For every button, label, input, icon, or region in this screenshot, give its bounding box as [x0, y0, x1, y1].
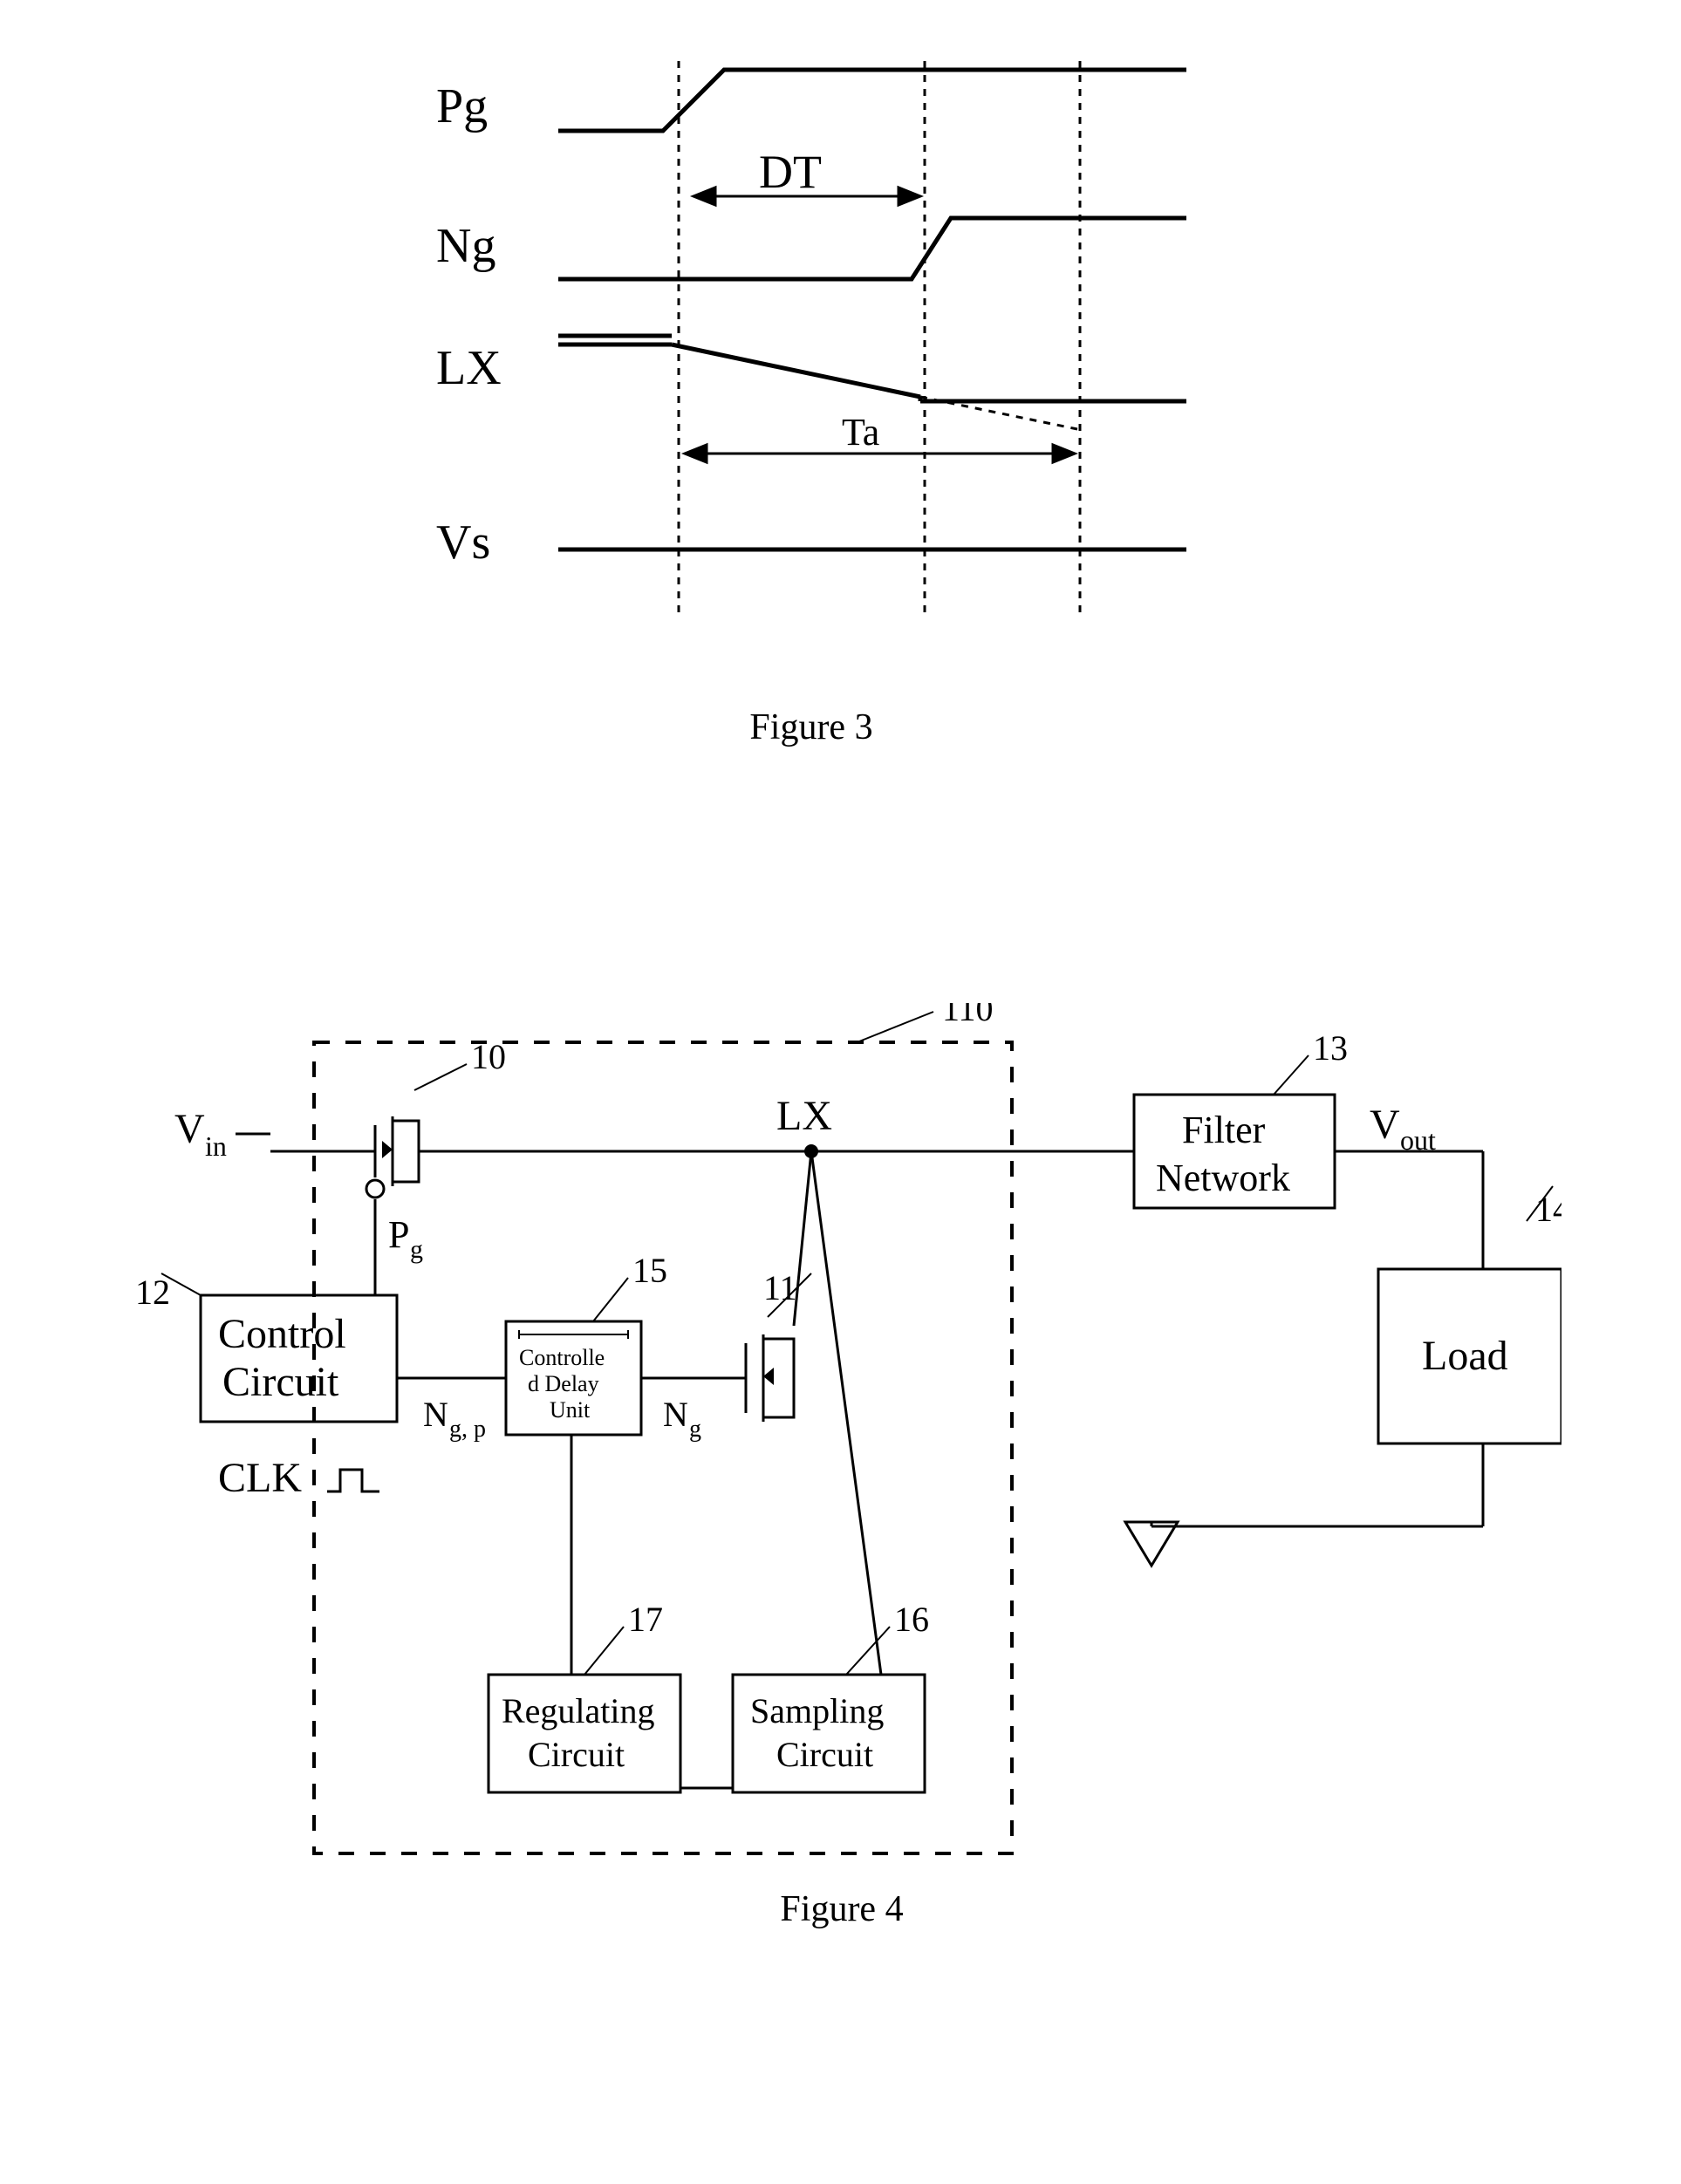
svg-text:N: N — [663, 1395, 688, 1434]
nmos-transistor — [724, 1334, 794, 1422]
figure-3-caption: Figure 3 — [331, 706, 1291, 748]
callout-line-10 — [414, 1064, 467, 1090]
figure-4-caption: Figure 4 — [122, 1888, 1561, 1930]
callout-110: 110 — [942, 1003, 994, 1028]
dt-text: DT — [759, 146, 822, 198]
lx-node-label: LX — [776, 1093, 832, 1139]
clk-label: CLK — [218, 1455, 379, 1501]
delay-l2: d Delay — [528, 1371, 599, 1396]
vs-label: Vs — [436, 515, 490, 570]
vdash-lines — [679, 61, 1080, 619]
ground-icon — [1125, 1522, 1178, 1566]
svg-text:in: in — [205, 1130, 227, 1162]
svg-text:out: out — [1400, 1124, 1436, 1156]
ngp-label: N g, p — [423, 1395, 486, 1443]
samp-l1: Sampling — [750, 1691, 884, 1730]
samp-l2: Circuit — [776, 1735, 873, 1774]
callout-15: 15 — [632, 1251, 667, 1290]
timing-diagram-svg: Pg Ng LX Vs DT Ta — [331, 61, 1291, 741]
svg-text:P: P — [388, 1213, 409, 1256]
pg-label: Pg — [436, 79, 488, 133]
lx-label: LX — [436, 341, 502, 395]
filt-l2: Network — [1156, 1157, 1290, 1199]
filt-l1: Filter — [1182, 1109, 1266, 1151]
ta-arrow — [685, 445, 1075, 462]
callout-17: 17 — [628, 1600, 663, 1639]
callout-14: 14 — [1535, 1190, 1561, 1229]
svg-text:g: g — [689, 1416, 701, 1443]
ng-label: Ng — [436, 219, 495, 273]
callout-10: 10 — [471, 1037, 506, 1076]
callout-line-15 — [593, 1278, 628, 1321]
callout-16: 16 — [894, 1600, 929, 1639]
control-l2: Circuit — [222, 1359, 339, 1405]
figure-3: Pg Ng LX Vs DT Ta Figure 3 — [331, 61, 1291, 846]
callout-13: 13 — [1313, 1028, 1348, 1068]
vout-label: V out — [1370, 1102, 1436, 1156]
vin-label: V in — [174, 1106, 227, 1162]
callout-12: 12 — [135, 1273, 170, 1312]
svg-text:V: V — [1370, 1102, 1400, 1148]
reg-l1: Regulating — [502, 1691, 655, 1730]
ta-text: Ta — [842, 411, 879, 454]
control-l1: Control — [218, 1311, 346, 1357]
signal-pg — [558, 70, 1186, 131]
reg-l2: Circuit — [528, 1735, 625, 1774]
svg-text:g: g — [410, 1235, 423, 1264]
svg-text:g, p: g, p — [449, 1416, 486, 1443]
load-label: Load — [1422, 1333, 1508, 1379]
svg-text:N: N — [423, 1395, 448, 1434]
callout-line-17 — [584, 1627, 624, 1675]
callout-11: 11 — [763, 1268, 797, 1307]
delay-l1: Controlle — [519, 1345, 605, 1370]
wire-nmos-lx — [794, 1151, 811, 1326]
ng-gate-label: N g — [663, 1395, 701, 1443]
delay-l3: Unit — [550, 1397, 591, 1423]
svg-text:V: V — [174, 1106, 205, 1152]
svg-text:CLK: CLK — [218, 1455, 302, 1501]
signal-ng — [558, 218, 1186, 279]
callout-line-13 — [1274, 1055, 1309, 1095]
pg-gate-label: P g — [388, 1213, 423, 1264]
callout-line-110 — [855, 1012, 933, 1043]
callout-line-16 — [846, 1627, 890, 1675]
block-diagram-svg: 110 V in — [122, 1003, 1561, 1928]
figure-4: 110 V in — [122, 1003, 1561, 2006]
wire-lx-sampling — [811, 1151, 881, 1675]
